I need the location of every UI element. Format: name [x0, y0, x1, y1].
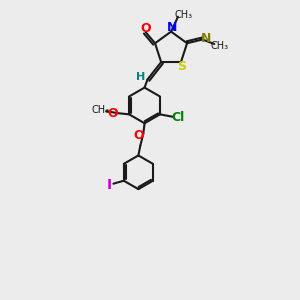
Text: CH₃: CH₃ [174, 10, 193, 20]
Text: H: H [136, 72, 145, 82]
Text: CH₃: CH₃ [91, 105, 109, 116]
Text: Cl: Cl [171, 111, 184, 124]
Text: I: I [107, 178, 112, 192]
Text: CH₃: CH₃ [211, 41, 229, 52]
Text: O: O [140, 22, 151, 35]
Text: S: S [177, 60, 186, 73]
Text: N: N [201, 32, 211, 45]
Text: O: O [107, 106, 118, 120]
Text: O: O [134, 129, 144, 142]
Text: N: N [167, 21, 177, 34]
